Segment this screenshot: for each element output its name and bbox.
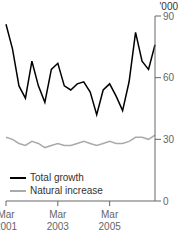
html-text:'000: '000 xyxy=(159,1,178,12)
svg-text:Mar2001: Mar2001 xyxy=(8,209,18,231)
html-text:Total growth: Total growth xyxy=(30,172,84,183)
svg-text:30: 30 xyxy=(163,134,173,145)
svg-text:60: 60 xyxy=(163,72,173,83)
svg-text:Mar2005: Mar2005 xyxy=(99,209,122,231)
svg-text:Mar2003: Mar2003 xyxy=(47,209,70,231)
svg-text:90: 90 xyxy=(163,11,173,22)
html-text:Natural increase: Natural increase xyxy=(30,185,103,196)
svg-text:0: 0 xyxy=(163,196,169,207)
